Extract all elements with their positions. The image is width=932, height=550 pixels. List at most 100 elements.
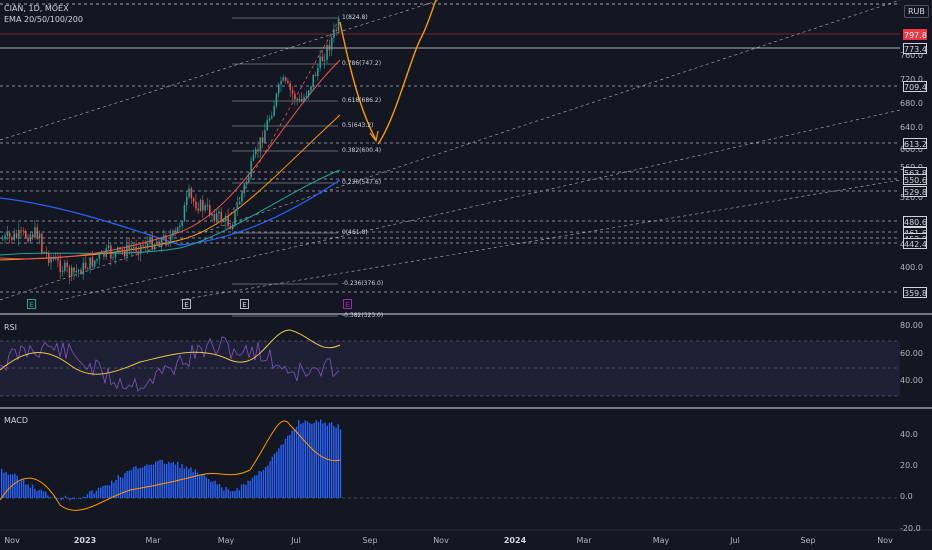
trend-channel-line xyxy=(179,179,901,301)
candle-body xyxy=(149,236,151,244)
rsi-tick-label: 60.00 xyxy=(900,349,923,358)
candle-body xyxy=(183,205,186,222)
macd-histogram-bar xyxy=(306,421,309,498)
time-tick-label: Mar xyxy=(576,536,592,545)
macd-label[interactable]: MACD xyxy=(4,416,28,425)
fib-level-label: 0(461.8) xyxy=(342,229,368,236)
price-tick-label: 600.0 xyxy=(900,145,930,154)
macd-histogram-bar xyxy=(238,490,240,498)
candle-body xyxy=(20,230,22,232)
macd-histogram-bar xyxy=(267,465,269,498)
candle-body xyxy=(15,233,18,238)
candle-body xyxy=(319,56,321,69)
candle-body xyxy=(307,90,310,97)
candle-body xyxy=(317,68,319,77)
macd-histogram-bar xyxy=(227,489,229,498)
candle-body xyxy=(197,208,199,211)
macd-histogram-bar xyxy=(34,488,36,498)
macd-histogram-bar xyxy=(324,422,326,498)
earnings-marker[interactable]: E xyxy=(182,299,191,309)
macd-histogram-bar xyxy=(45,491,47,498)
candle-body xyxy=(234,209,236,225)
time-tick-label: Nov xyxy=(433,536,449,545)
macd-histogram-bar xyxy=(282,444,284,498)
candle-body xyxy=(114,251,117,258)
macd-histogram-bar xyxy=(229,491,232,498)
candle-body xyxy=(64,262,66,271)
candle-body xyxy=(289,83,291,91)
macd-histogram-bar xyxy=(135,466,137,498)
candle-body xyxy=(250,160,252,177)
macd-histogram-bar xyxy=(269,461,271,498)
candle-body xyxy=(287,80,289,84)
macd-histogram-bar xyxy=(97,487,100,498)
macd-histogram-bar xyxy=(214,480,216,498)
candle-body xyxy=(227,216,229,226)
candle-body xyxy=(278,84,280,94)
candle-body xyxy=(202,200,204,211)
candle-body xyxy=(54,258,57,260)
macd-histogram-bar xyxy=(273,453,276,498)
macd-histogram-bar xyxy=(300,423,302,498)
candle-body xyxy=(330,37,333,50)
candle-body xyxy=(121,249,124,251)
macd-histogram-bar xyxy=(12,474,14,498)
candle-body xyxy=(312,74,314,87)
macd-histogram-bar xyxy=(172,461,174,498)
price-tick-label: 680.0 xyxy=(900,99,923,108)
time-tick-label: May xyxy=(652,536,670,545)
macd-histogram-bar xyxy=(313,422,315,498)
candle-body xyxy=(87,268,89,270)
rsi-band xyxy=(0,341,900,396)
candle-body xyxy=(245,181,248,185)
candle-body xyxy=(137,251,140,254)
macd-histogram-bar xyxy=(265,467,267,498)
time-tick-label: 2023 xyxy=(73,536,97,545)
macd-histogram-bar xyxy=(62,498,64,500)
macd-histogram-bar xyxy=(260,471,262,498)
price-tick-label: 720.0 xyxy=(900,75,923,84)
earnings-marker[interactable]: E xyxy=(27,299,36,309)
macd-histogram-bar xyxy=(64,495,67,498)
candle-body xyxy=(128,244,130,250)
candle-body xyxy=(140,245,142,254)
rsi-label[interactable]: RSI xyxy=(4,323,17,332)
candle-body xyxy=(181,221,183,227)
fib-level-label: 0.618(686.2) xyxy=(342,97,382,104)
candle-body xyxy=(98,254,101,260)
candle-body xyxy=(255,149,257,155)
candle-body xyxy=(135,246,137,252)
candle-body xyxy=(215,213,218,221)
macd-histogram-bar xyxy=(254,475,256,498)
macd-histogram-bar xyxy=(95,490,97,498)
candle-body xyxy=(305,96,308,98)
macd-histogram-bar xyxy=(16,475,18,498)
macd-histogram-bar xyxy=(320,419,322,498)
candle-body xyxy=(61,270,64,273)
macd-tick-label: -20.0 xyxy=(900,524,921,533)
macd-histogram-bar xyxy=(309,423,311,498)
macd-histogram-bar xyxy=(84,496,86,498)
candle-body xyxy=(280,80,282,85)
candle-body xyxy=(43,252,45,254)
macd-histogram-bar xyxy=(295,426,298,498)
time-tick-label: Sep xyxy=(362,536,378,545)
indicator-legend[interactable]: EMA 20/50/100/200 xyxy=(4,15,83,24)
macd-histogram-bar xyxy=(234,491,236,498)
macd-histogram-bar xyxy=(82,496,84,498)
rsi-line xyxy=(0,336,340,392)
candle-body xyxy=(82,262,84,275)
earnings-marker[interactable]: E xyxy=(240,299,249,309)
candle-body xyxy=(241,193,243,202)
macd-histogram-bar xyxy=(60,498,62,501)
macd-histogram-bar xyxy=(322,423,324,498)
candle-body xyxy=(324,60,326,62)
earnings-marker[interactable]: E xyxy=(343,299,352,309)
currency-button[interactable]: RUB xyxy=(904,5,929,18)
trend-channel-line xyxy=(0,0,901,301)
candle-body xyxy=(326,44,328,61)
macd-histogram-bar xyxy=(262,469,265,498)
trend-channel-line xyxy=(0,0,441,141)
macd-histogram-bar xyxy=(185,466,188,498)
